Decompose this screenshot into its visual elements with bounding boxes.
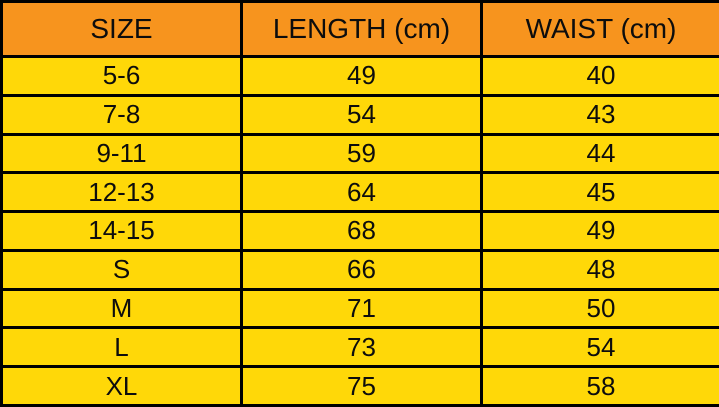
size-cell: 12-13 (0, 171, 243, 214)
header-cell-length: LENGTH (cm) (240, 0, 483, 58)
waist-cell: 45 (480, 171, 719, 214)
table-row: 9-11 59 44 (0, 132, 719, 175)
table-row: S 66 48 (0, 248, 719, 291)
waist-cell: 43 (480, 93, 719, 136)
length-cell: 68 (240, 210, 483, 252)
size-cell: 7-8 (0, 93, 243, 136)
length-cell: 54 (240, 93, 483, 136)
table-row: 12-13 64 45 (0, 171, 719, 214)
header-cell-waist: WAIST (cm) (480, 0, 719, 58)
table-row: 7-8 54 43 (0, 93, 719, 136)
length-cell: 73 (240, 326, 483, 369)
waist-cell: 44 (480, 132, 719, 175)
size-cell: XL (0, 365, 243, 407)
length-cell: 66 (240, 248, 483, 291)
size-cell: 9-11 (0, 132, 243, 175)
length-cell: 64 (240, 171, 483, 214)
header-row: SIZE LENGTH (cm) WAIST (cm) (0, 0, 719, 58)
table-row: L 73 54 (0, 326, 719, 369)
size-cell: S (0, 248, 243, 291)
size-cell: 14-15 (0, 210, 243, 252)
length-cell: 71 (240, 287, 483, 330)
table-row: 14-15 68 49 (0, 210, 719, 252)
waist-cell: 54 (480, 326, 719, 369)
size-cell: L (0, 326, 243, 369)
length-cell: 49 (240, 55, 483, 97)
size-cell: 5-6 (0, 55, 243, 97)
waist-cell: 48 (480, 248, 719, 291)
waist-cell: 58 (480, 365, 719, 407)
waist-cell: 50 (480, 287, 719, 330)
table-row: M 71 50 (0, 287, 719, 330)
waist-cell: 49 (480, 210, 719, 252)
length-cell: 59 (240, 132, 483, 175)
size-cell: M (0, 287, 243, 330)
table-row: XL 75 58 (0, 365, 719, 407)
header-cell-size: SIZE (0, 0, 243, 58)
table-row: 5-6 49 40 (0, 55, 719, 97)
length-cell: 75 (240, 365, 483, 407)
waist-cell: 40 (480, 55, 719, 97)
